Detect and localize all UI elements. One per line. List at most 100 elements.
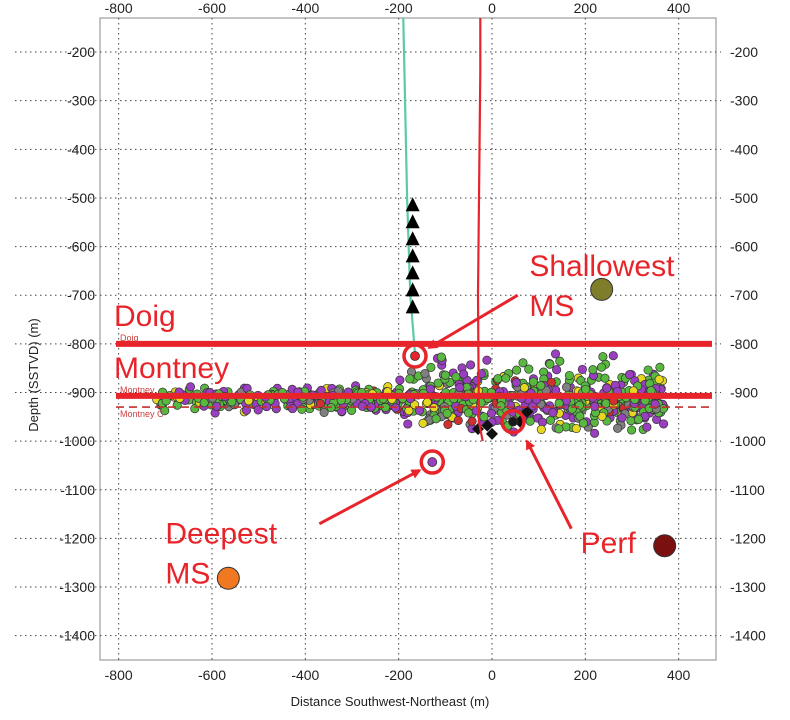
event-dot bbox=[600, 373, 610, 383]
y-axis-title: Depth (SSTVD) (m) bbox=[26, 318, 41, 431]
highlighted-event-ring bbox=[500, 408, 526, 435]
grid-layer: -800 -800 -600 -600 -400 -400 -200 -200 0 0 200 200… bbox=[15, 0, 766, 683]
y-tick-label-right: -800 bbox=[730, 336, 758, 352]
well-trajectory bbox=[476, 18, 484, 442]
event-dot bbox=[577, 364, 587, 374]
event-dot bbox=[459, 369, 469, 379]
plot-frame bbox=[99, 17, 717, 661]
event-dot bbox=[602, 383, 612, 393]
y-tick-label-right: -1000 bbox=[730, 433, 766, 449]
event-dot bbox=[536, 381, 546, 391]
geophone-marker bbox=[405, 248, 420, 263]
y-tick-label-left: -1100 bbox=[60, 482, 95, 498]
annotation-label: MS bbox=[165, 557, 210, 590]
annotation-label: Deepest bbox=[165, 517, 277, 550]
x-tick-label-top: -600 bbox=[198, 0, 226, 16]
event-dot bbox=[442, 408, 452, 418]
event-dot bbox=[545, 359, 555, 369]
highlighted-event-dot bbox=[427, 457, 438, 467]
x-tick-label-top: 0 bbox=[488, 0, 496, 16]
event-dot bbox=[451, 372, 461, 382]
annotation-arrow bbox=[318, 468, 422, 526]
y-tick-label-left: -1400 bbox=[59, 628, 95, 644]
event-dot bbox=[627, 425, 637, 435]
event-dot bbox=[199, 398, 209, 408]
event-dot bbox=[548, 408, 558, 418]
x-tick-label-top: 400 bbox=[667, 0, 691, 16]
event-dot bbox=[625, 370, 635, 380]
event-dot bbox=[501, 373, 511, 383]
highlighted-event-ring bbox=[419, 449, 446, 475]
event-dot bbox=[403, 419, 413, 429]
legend-marker bbox=[216, 566, 240, 590]
event-dot bbox=[185, 382, 196, 392]
event-dot bbox=[440, 370, 450, 380]
legend-marker bbox=[653, 534, 677, 558]
event-dot bbox=[512, 365, 522, 375]
y-tick-label-left: -200 bbox=[67, 44, 95, 60]
x-tick-label-bottom: -400 bbox=[291, 667, 319, 683]
y-tick-label-left: -700 bbox=[67, 287, 95, 303]
event-dot bbox=[555, 356, 565, 366]
event-dot bbox=[426, 362, 436, 372]
event-dot bbox=[525, 416, 535, 426]
y-tick-label-right: -1200 bbox=[730, 530, 766, 546]
event-dot bbox=[528, 377, 538, 387]
event-dot bbox=[590, 428, 600, 438]
legend-marker bbox=[590, 277, 614, 301]
event-dot bbox=[536, 424, 546, 435]
x-tick-label-bottom: -600 bbox=[198, 667, 226, 683]
y-tick-label-left: -800 bbox=[67, 336, 95, 352]
y-tick-label-right: -1100 bbox=[730, 482, 765, 498]
y-tick-label-right: -400 bbox=[730, 141, 758, 157]
event-dot bbox=[486, 408, 496, 418]
x-tick-label-top: -400 bbox=[291, 0, 319, 16]
geophone-marker bbox=[405, 299, 420, 314]
event-dot bbox=[455, 383, 465, 393]
y-tick-label-right: -500 bbox=[730, 190, 758, 206]
geophone-marker bbox=[405, 282, 420, 297]
annotation-layer: Doig Montney Shallowest MS Deepest MS Perf bbox=[114, 250, 677, 590]
x-tick-label-top: 200 bbox=[574, 0, 598, 16]
geophone-marker bbox=[405, 265, 420, 280]
event-dot bbox=[431, 414, 441, 424]
annotation-label: Shallowest bbox=[529, 250, 675, 283]
event-dot bbox=[634, 414, 644, 425]
event-dot bbox=[643, 365, 653, 375]
event-dot bbox=[545, 415, 556, 425]
event-dot bbox=[554, 424, 564, 434]
y-tick-label-left: -900 bbox=[67, 385, 95, 401]
y-tick-label-left: -300 bbox=[67, 93, 95, 109]
x-tick-label-bottom: -200 bbox=[385, 667, 413, 683]
y-tick-label-left: -1000 bbox=[59, 433, 95, 449]
event-dot bbox=[443, 419, 453, 429]
geophone-marker bbox=[405, 214, 420, 229]
x-tick-label-top: -800 bbox=[105, 0, 133, 16]
event-dot bbox=[578, 418, 588, 428]
event-dot bbox=[642, 422, 652, 432]
event-dot bbox=[571, 423, 581, 434]
event-dot bbox=[479, 412, 489, 422]
event-dot bbox=[581, 384, 591, 394]
geophone-marker bbox=[405, 231, 420, 246]
formation-label: Doig bbox=[114, 300, 176, 333]
event-dot bbox=[464, 408, 474, 418]
well-trajectory bbox=[402, 17, 417, 354]
event-dot bbox=[420, 368, 430, 379]
highlighted-event-dot bbox=[508, 416, 518, 427]
y-tick-label-left: -400 bbox=[67, 141, 95, 157]
event-dot bbox=[436, 352, 446, 362]
event-dot bbox=[654, 374, 664, 385]
y-tick-label-right: -200 bbox=[730, 44, 758, 60]
formation-label: Montney bbox=[114, 352, 229, 385]
annotation-label: Perf bbox=[581, 527, 637, 560]
y-tick-label-right: -700 bbox=[730, 287, 758, 303]
event-dot bbox=[493, 374, 503, 384]
event-dot bbox=[567, 404, 577, 414]
event-dot bbox=[287, 404, 298, 414]
annotation-arrow bbox=[525, 439, 573, 530]
event-dot bbox=[496, 401, 506, 411]
x-axis-title: Distance Southwest-Northeast (m) bbox=[291, 694, 490, 709]
formation-small-label: Montney C bbox=[120, 409, 164, 419]
highlighted-event-dot bbox=[410, 351, 420, 361]
